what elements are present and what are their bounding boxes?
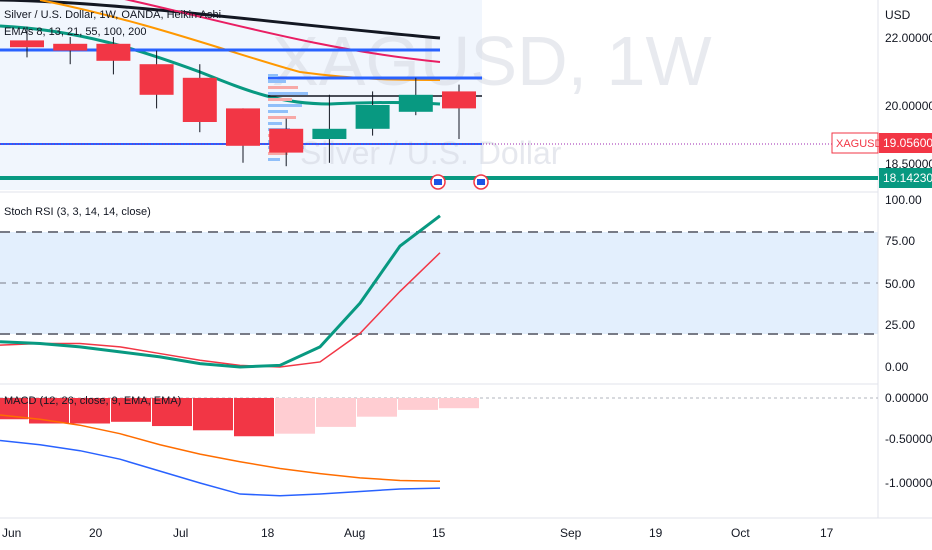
candle-body [139,64,174,95]
candle-body [96,43,131,61]
stoch-tick: 25.00 [885,318,915,332]
time-tick: 17 [820,526,834,540]
candle [182,64,217,133]
price-tick: 20.00000 [885,99,932,113]
macd-histogram-bar [316,398,356,427]
macd-signal-line [0,414,441,483]
ema-21-line [0,24,441,106]
candle [269,118,304,167]
support-price-value: 18.14230 [883,171,932,185]
macd-histogram-bar [111,398,151,422]
current-price-tag[interactable]: XAGUSD 19.05600 [831,132,932,154]
candle-body [442,91,476,109]
stoch-k-line [0,214,441,369]
watermark-name: Silver / U.S. Dollar [300,135,562,171]
candle [355,91,390,136]
macd-tick: 0.00000 [885,391,929,405]
stoch-tick: 0.00 [885,360,909,374]
macd-histogram-bar [193,398,233,431]
macd-histogram-bar [70,398,110,424]
candle [312,94,347,163]
current-price-symbol: XAGUSD [836,138,883,150]
macd-histogram-bar [0,398,28,420]
candle-body [398,94,433,112]
event-marker[interactable] [473,174,489,190]
time-tick: Aug [344,526,365,540]
price-tick: 18.50000 [885,157,932,171]
support-price-tag[interactable]: 18.14230 [879,168,932,188]
price-tick: 22.00000 [885,31,932,45]
candle [10,26,44,58]
time-tick: 15 [432,526,446,540]
candle-body [269,128,304,153]
candle-body [226,108,260,146]
candle [398,77,433,116]
currency-label[interactable]: USD [885,8,911,22]
candle [139,50,174,109]
candles-group [10,26,476,167]
candle [96,37,131,75]
ema-legend[interactable]: EMAs 8, 13, 21, 55, 100, 200 [4,26,146,38]
candle-body [355,105,390,129]
ema-100-line [124,0,441,63]
stoch-tick: 100.00 [885,193,922,207]
time-tick: Oct [731,526,750,540]
stoch-d-line [0,252,441,368]
macd-histogram-bar [398,398,438,410]
stoch-rsi-legend[interactable]: Stoch RSI (3, 3, 14, 14, close) [4,206,151,218]
macd-tick: -1.00000 [885,476,932,490]
current-price-value: 19.05600 [883,136,932,150]
time-tick: 19 [649,526,663,540]
macd-histogram-bar [275,398,315,434]
stoch-tick: 50.00 [885,277,915,291]
event-marker[interactable] [430,174,446,190]
candle-body [312,128,347,139]
macd-histogram-bar [357,398,397,417]
candle [226,108,260,163]
chart-title[interactable]: Silver / U.S. Dollar, 1W, OANDA, Heikin … [4,9,221,21]
macd-legend[interactable]: MACD (12, 26, close, 9, EMA, EMA) [4,395,181,407]
candle-body [10,40,44,48]
time-tick: Jun [2,526,21,540]
time-tick: Sep [560,526,582,540]
macd-histogram-bar [234,398,274,437]
time-tick: 20 [89,526,103,540]
candle [53,37,88,65]
macd-line [0,439,441,497]
candle-body [182,77,217,122]
time-tick: Jul [173,526,188,540]
time-tick: 18 [261,526,275,540]
watermark-symbol: XAGUSD, 1W [272,22,712,100]
macd-histogram-bar [152,398,192,427]
ema-55-line [39,0,441,81]
macd-tick: -0.50000 [885,432,932,446]
candle-body [53,43,88,51]
stoch-tick: 75.00 [885,234,915,248]
macd-histogram-bar [439,398,479,409]
candle [442,84,476,139]
